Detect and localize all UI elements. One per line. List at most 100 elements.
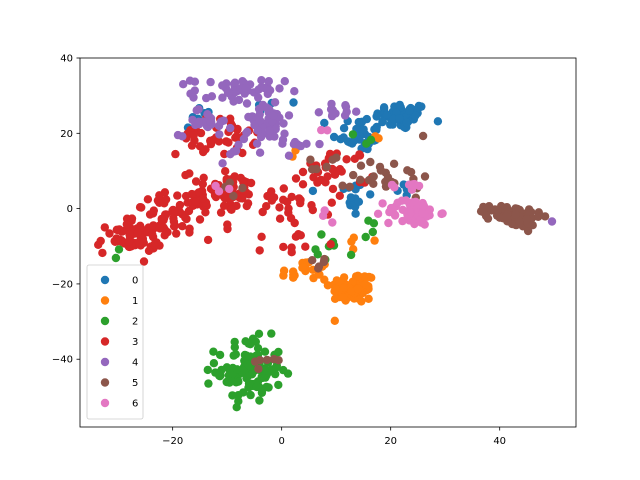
point-series-6 [373,209,383,218]
point-series-3 [191,177,201,186]
legend-marker-3 [100,337,110,346]
point-series-4 [234,95,244,105]
point-series-5 [338,181,347,190]
point-series-6 [323,126,332,135]
series-3 [94,114,377,266]
point-series-2 [274,380,283,390]
point-series-6 [211,181,220,191]
point-series-1 [347,287,356,296]
legend-label-4: 4 [132,358,138,369]
point-series-4 [256,132,266,142]
point-series-5 [369,172,378,181]
point-series-3 [224,138,233,147]
point-series-3 [291,174,301,183]
point-series-3 [160,231,169,240]
point-series-2 [267,329,276,338]
point-series-5 [369,179,378,188]
point-series-1 [353,271,363,280]
point-series-3 [313,178,322,187]
point-series-6 [328,218,337,227]
point-series-4 [223,88,233,98]
point-series-2 [229,351,238,360]
point-series-5 [534,212,543,221]
point-series-2 [111,253,121,263]
point-series-3 [279,184,288,193]
point-series-2 [209,347,218,356]
series-2 [111,130,379,412]
point-series-2 [232,403,241,412]
point-series-2 [260,347,270,356]
point-series-3 [255,246,264,255]
point-series-0 [362,114,371,124]
point-series-0 [366,190,375,199]
point-series-3 [133,228,142,237]
point-series-3 [134,237,144,247]
point-series-5 [345,182,354,191]
point-series-2 [234,391,243,400]
point-series-4 [244,112,253,122]
point-series-5 [511,210,520,219]
point-series-1 [299,263,308,272]
point-series-0 [359,125,368,134]
point-series-2 [361,232,370,242]
point-series-2 [222,363,232,372]
point-series-6 [410,180,419,190]
point-series-5 [366,157,375,167]
point-series-4 [270,98,280,107]
point-series-1 [331,284,340,293]
point-series-3 [184,206,194,216]
point-series-4 [328,110,337,119]
point-series-5 [308,256,317,265]
point-series-3 [195,215,205,224]
point-series-4 [215,130,224,139]
point-series-2 [230,337,239,347]
point-series-4 [275,84,284,93]
point-series-3 [187,141,197,150]
point-series-4 [226,150,235,159]
point-series-3 [199,147,208,157]
point-series-5 [406,167,416,177]
point-series-3 [232,132,241,141]
point-series-0 [320,118,329,128]
point-series-4 [352,107,361,116]
point-series-1 [339,283,349,292]
legend-marker-0 [100,275,110,285]
point-series-4 [280,77,289,86]
point-series-0 [395,100,404,110]
point-series-2 [317,230,326,239]
legend-marker-5 [100,378,110,387]
point-series-3 [307,201,316,210]
point-series-4 [190,77,200,86]
point-series-4 [226,123,235,133]
point-series-2 [215,350,225,360]
point-series-3 [127,214,137,223]
plot-frame [79,57,577,428]
point-series-1 [348,277,357,286]
point-series-2 [215,371,224,380]
point-series-6 [418,209,428,218]
point-series-4 [203,110,212,119]
point-series-3 [238,148,247,158]
point-series-3 [257,232,266,241]
point-series-6 [405,206,414,216]
point-series-2 [204,379,213,388]
point-series-4 [278,139,287,148]
point-series-0 [351,209,360,218]
point-series-3 [294,230,303,239]
point-series-4 [265,126,274,135]
legend-label-5: 5 [132,378,138,389]
point-series-5 [306,155,315,164]
y-tick-label: 0 [67,204,73,215]
point-series-1 [374,134,383,143]
point-series-6 [318,211,328,220]
point-series-3 [161,195,171,204]
y-tick-label: 40 [60,54,73,65]
point-series-1 [289,273,298,282]
point-series-5 [254,364,263,374]
point-series-0 [395,114,404,123]
point-series-1 [330,294,340,303]
point-series-4 [341,102,351,112]
point-series-3 [191,197,201,206]
point-series-3 [301,242,310,251]
